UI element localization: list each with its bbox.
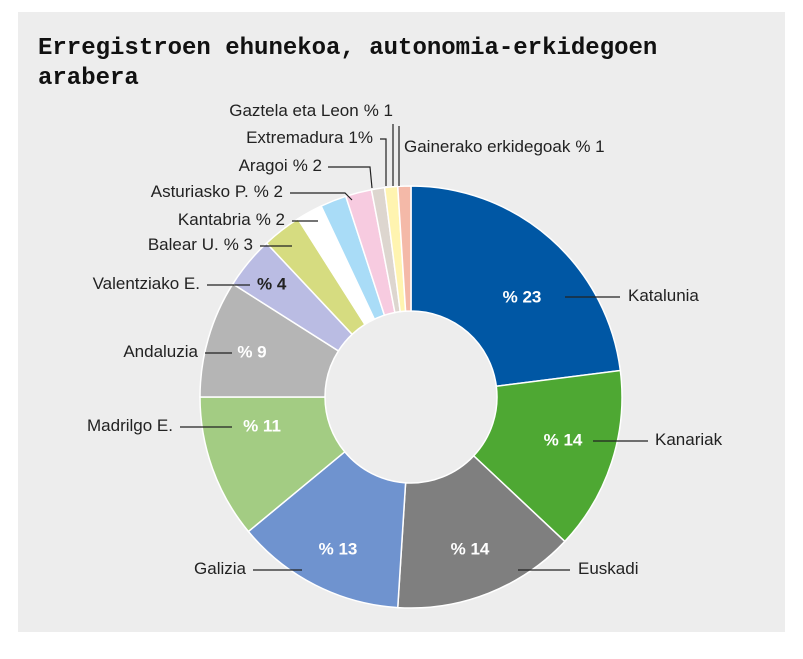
category-name: Andaluzia xyxy=(123,342,198,361)
category-label: Gaztela eta Leon % 1 xyxy=(229,101,393,120)
category-label: Katalunia xyxy=(628,286,699,305)
category-name: Kantabria xyxy=(178,210,251,229)
category-name: Euskadi xyxy=(578,559,638,578)
donut-segment xyxy=(199,396,346,533)
donut-segment xyxy=(247,450,407,609)
donut-segment xyxy=(410,185,622,388)
value-label: % 14 xyxy=(544,430,583,449)
value-label: % 2 xyxy=(254,182,283,201)
leader-line xyxy=(380,138,387,186)
value-label: % 4 xyxy=(257,274,287,293)
category-name: Katalunia xyxy=(628,286,699,305)
chart-title: Erregistroen ehunekoa, autonomia-erkideg… xyxy=(38,35,658,92)
category-name: Valentziako E. xyxy=(93,274,200,293)
category-label: Gainerako erkidegoak% 1 xyxy=(404,137,605,156)
value-label: % 23 xyxy=(503,287,542,306)
leader-line xyxy=(328,166,373,189)
category-name: Asturiasko P. xyxy=(151,182,249,201)
category-name: Extremadura xyxy=(246,128,344,147)
category-label: Kanariak xyxy=(655,430,723,449)
value-label: % 11 xyxy=(243,416,281,435)
category-name: Gainerako erkidegoak xyxy=(404,137,571,156)
category-label: Extremadura 1% xyxy=(246,128,373,147)
category-label: Euskadi xyxy=(578,559,638,578)
category-name: Balear U. xyxy=(148,235,219,254)
value-label: % 1 xyxy=(575,137,604,156)
category-label: Aragoi % 2 xyxy=(239,156,322,175)
category-label: Andaluzia xyxy=(123,342,198,361)
leader-line xyxy=(290,192,353,201)
category-label: Madrilgo E. xyxy=(87,416,173,435)
donut-segment xyxy=(472,369,623,543)
value-label: % 3 xyxy=(224,235,253,254)
category-name: Madrilgo E. xyxy=(87,416,173,435)
category-label: Galizia xyxy=(194,559,247,578)
category-name: Gaztela eta Leon xyxy=(229,101,358,120)
category-label: Balear U. % 3 xyxy=(148,235,253,254)
category-name: Galizia xyxy=(194,559,247,578)
value-label: % 1 xyxy=(364,101,393,120)
category-label: Valentziako E. xyxy=(93,274,200,293)
donut-segment xyxy=(396,185,412,312)
value-label: % 9 xyxy=(237,342,266,361)
category-name: Aragoi xyxy=(239,156,288,175)
category-name: Kanariak xyxy=(655,430,723,449)
value-label: 1% xyxy=(348,128,373,147)
value-label: % 13 xyxy=(319,539,358,558)
value-label: % 2 xyxy=(256,210,285,229)
category-label: Asturiasko P. % 2 xyxy=(151,182,283,201)
value-label: % 14 xyxy=(451,539,490,558)
category-label: Kantabria % 2 xyxy=(178,210,285,229)
value-label: % 2 xyxy=(293,156,322,175)
